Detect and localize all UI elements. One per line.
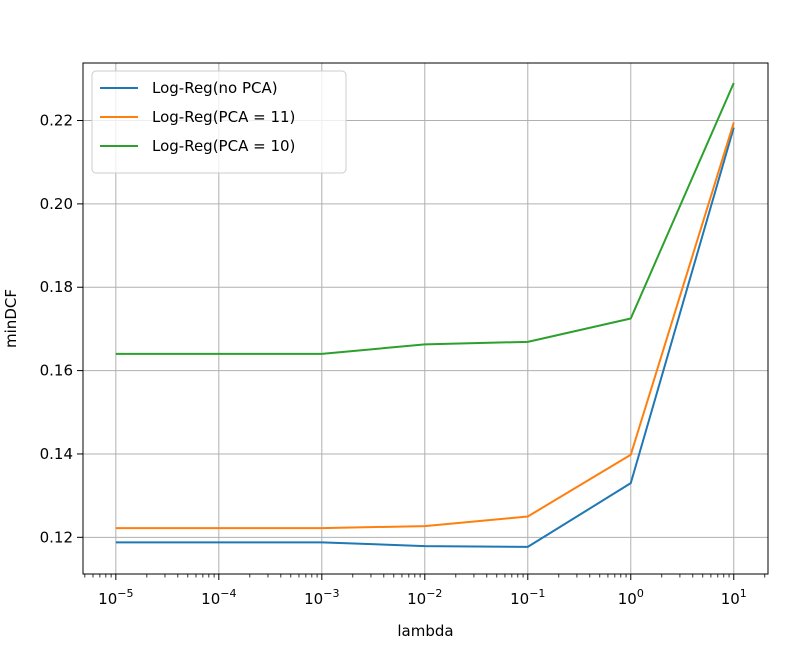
series-line-3: [115, 82, 735, 355]
y-axis: 0.12 0.14 0.16 0.18 0.20 0.22: [40, 112, 83, 546]
series-line-1: [115, 127, 735, 548]
x-tick-label: 100: [618, 587, 644, 608]
y-tick-label: 0.20: [40, 195, 73, 213]
legend-label: Log-Reg(PCA = 11): [152, 108, 295, 126]
y-axis-label: minDCF: [2, 289, 20, 348]
x-tick-label: 10−3: [304, 587, 339, 608]
y-tick-label: 0.18: [40, 278, 73, 296]
x-tick-label: 101: [721, 587, 747, 608]
legend-label: Log-Reg(PCA = 10): [152, 137, 295, 155]
y-tick-label: 0.12: [40, 528, 73, 546]
y-tick-label: 0.16: [40, 362, 73, 380]
series-line-2: [115, 122, 735, 530]
x-tick-label: 10−5: [98, 587, 133, 608]
y-tick-label: 0.14: [40, 445, 73, 463]
y-tick-label: 0.22: [40, 112, 73, 130]
legend: Log-Reg(no PCA) Log-Reg(PCA = 11) Log-Reg(…: [91, 70, 347, 174]
series-lines: [115, 82, 735, 548]
x-axis: 10−5 10−4 10−3 10−2 10−1 100 101: [84, 574, 766, 608]
x-tick-label: 10−4: [201, 587, 236, 608]
x-axis-label: lambda: [397, 622, 453, 640]
plot-frame: [82, 62, 769, 575]
x-tick-label: 10−2: [407, 587, 442, 608]
x-tick-label: 10−1: [510, 587, 545, 608]
legend-label: Log-Reg(no PCA): [152, 79, 278, 97]
legend-box: [91, 70, 347, 174]
